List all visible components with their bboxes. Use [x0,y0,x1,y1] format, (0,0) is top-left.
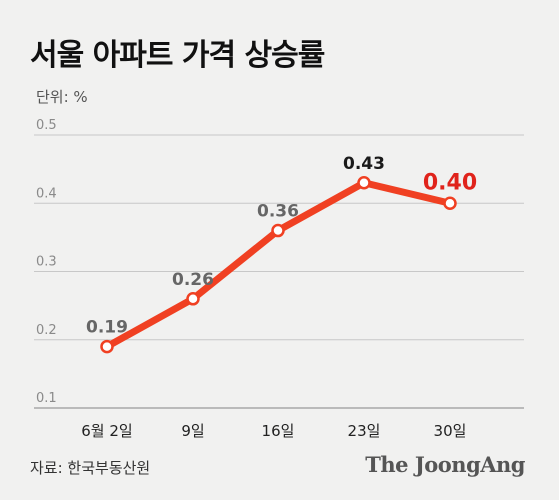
unit-label: 단위: % [36,88,88,106]
data-point [271,223,285,238]
data-point [186,292,200,306]
data-label: 0.26 [172,270,214,290]
data-label: 0.43 [343,154,385,174]
data-label: 0.40 [423,170,477,195]
publisher-logo: The JoongAng [365,452,525,477]
data-point [100,339,114,354]
y-tick-label: 0.1 [36,391,57,406]
source-note: 자료: 한국부동산원 [30,459,151,477]
x-tick-label: 30일 [434,422,467,440]
y-tick-label: 0.5 [36,118,57,133]
y-tick-label: 0.4 [36,186,57,201]
y-tick-label: 0.3 [36,255,57,270]
data-label: 0.19 [86,318,128,338]
data-points [100,176,457,354]
x-tick-label: 6월 2일 [81,422,132,440]
x-tick-label: 9일 [181,422,204,440]
y-tick-label: 0.2 [36,323,57,338]
data-point [357,176,371,190]
data-labels: 0.19 0.26 0.36 0.43 0.40 [86,154,477,338]
x-tick-label: 23일 [348,422,381,440]
x-tick-label: 16일 [262,422,295,440]
chart-title: 서울 아파트 가격 상승률 [30,38,325,73]
y-axis-ticks: 0.5 0.4 0.3 0.2 0.1 [36,118,57,406]
x-axis-ticks: 6월 2일 9일 16일 23일 30일 [81,422,466,440]
data-label: 0.36 [257,202,299,222]
data-point [443,196,457,210]
